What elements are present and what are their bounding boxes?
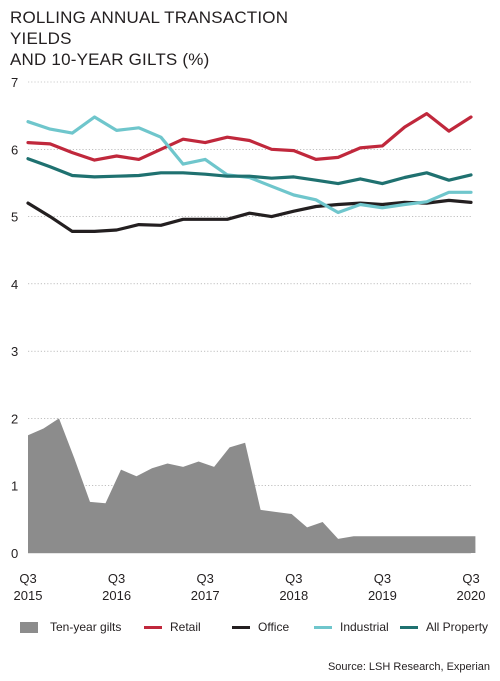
x-tick-label-year: 2017 <box>191 588 220 603</box>
chart-legend: Ten-year gilts Retail Office Industrial … <box>20 620 500 636</box>
y-tick-label-5: 5 <box>11 210 18 225</box>
y-tick-label-4: 4 <box>11 277 18 292</box>
x-tick-label-quarter: Q3 <box>462 571 479 586</box>
legend-swatch-retail <box>144 625 162 629</box>
x-tick-label-year: 2019 <box>368 588 397 603</box>
legend-swatch-ten-year-gilts <box>20 621 38 633</box>
legend-label-retail: Retail <box>170 620 201 634</box>
legend-item-all-property: All Property <box>400 620 488 634</box>
x-tick-label-year: 2020 <box>457 588 486 603</box>
series-line-office <box>26 198 473 233</box>
x-tick-label-quarter: Q3 <box>108 571 125 586</box>
legend-item-industrial: Industrial <box>314 620 389 634</box>
series-line-industrial <box>26 115 473 215</box>
legend-label-industrial: Industrial <box>340 620 389 634</box>
x-tick-label-quarter: Q3 <box>19 571 36 586</box>
x-tick-label-quarter: Q3 <box>374 571 391 586</box>
legend-item-office: Office <box>232 620 289 634</box>
chart-source: Source: LSH Research, Experian <box>327 661 490 673</box>
x-tick-label-quarter: Q3 <box>285 571 302 586</box>
x-tick-label-year: 2015 <box>14 588 43 603</box>
x-tick-label-quarter: Q3 <box>197 571 214 586</box>
y-tick-label-7: 7 <box>11 75 18 90</box>
y-tick-label-6: 6 <box>11 142 18 157</box>
legend-swatch-office <box>232 625 250 629</box>
chart-title: ROLLING ANNUAL TRANSACTION YIELDS AND 10… <box>10 8 289 69</box>
series-area-ten-year-gilts <box>28 418 476 553</box>
series-line-all-property <box>26 157 473 186</box>
x-tick-label-year: 2018 <box>279 588 308 603</box>
y-tick-label-0: 0 <box>11 546 18 561</box>
legend-label-office: Office <box>258 620 290 634</box>
x-tick-label-year: 2016 <box>102 588 131 603</box>
legend-swatch-industrial <box>314 625 332 629</box>
legend-item-ten-year-gilts: Ten-year gilts <box>20 620 121 634</box>
series-line-retail <box>26 111 473 162</box>
y-tick-label-1: 1 <box>11 479 18 494</box>
y-tick-label-3: 3 <box>11 344 18 359</box>
legend-label-all-property: All Property <box>426 620 489 634</box>
legend-label-ten-year-gilts: Ten-year gilts <box>50 620 122 634</box>
y-tick-label-2: 2 <box>11 411 18 426</box>
legend-swatch-all-property <box>400 625 418 629</box>
legend-item-retail: Retail <box>144 620 201 634</box>
